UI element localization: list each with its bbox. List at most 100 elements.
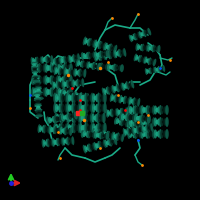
Ellipse shape (160, 68, 163, 70)
Ellipse shape (58, 67, 60, 75)
Ellipse shape (135, 34, 138, 39)
Ellipse shape (134, 129, 137, 139)
Ellipse shape (130, 81, 133, 88)
Ellipse shape (72, 91, 76, 99)
Ellipse shape (99, 141, 102, 149)
Ellipse shape (39, 125, 42, 132)
Ellipse shape (85, 93, 89, 101)
Ellipse shape (121, 51, 124, 54)
Ellipse shape (83, 145, 86, 154)
Ellipse shape (40, 56, 43, 64)
Ellipse shape (103, 92, 107, 104)
Ellipse shape (153, 45, 156, 52)
Ellipse shape (131, 98, 134, 105)
Ellipse shape (57, 116, 61, 120)
Ellipse shape (90, 93, 94, 103)
Ellipse shape (33, 77, 39, 80)
Ellipse shape (139, 55, 142, 63)
Ellipse shape (66, 137, 69, 146)
Ellipse shape (101, 114, 104, 122)
Ellipse shape (129, 130, 132, 138)
Ellipse shape (111, 94, 114, 101)
Ellipse shape (138, 123, 142, 131)
Ellipse shape (119, 95, 122, 104)
Ellipse shape (54, 65, 58, 71)
Ellipse shape (101, 130, 104, 138)
Ellipse shape (37, 112, 40, 115)
Ellipse shape (31, 62, 38, 64)
Ellipse shape (88, 114, 92, 122)
Ellipse shape (129, 123, 132, 127)
Ellipse shape (55, 140, 57, 145)
Ellipse shape (155, 47, 158, 50)
Ellipse shape (89, 94, 92, 102)
Ellipse shape (51, 63, 55, 73)
Ellipse shape (144, 119, 147, 125)
Ellipse shape (41, 66, 45, 70)
Ellipse shape (119, 136, 122, 139)
Ellipse shape (104, 133, 108, 139)
Ellipse shape (162, 108, 165, 112)
Ellipse shape (76, 54, 79, 61)
Ellipse shape (121, 97, 123, 102)
Ellipse shape (74, 115, 78, 121)
Ellipse shape (58, 76, 61, 84)
Ellipse shape (122, 97, 125, 102)
Ellipse shape (110, 88, 112, 92)
Ellipse shape (144, 57, 147, 64)
Ellipse shape (147, 58, 150, 63)
Ellipse shape (159, 105, 162, 115)
Ellipse shape (43, 76, 46, 84)
Ellipse shape (143, 56, 146, 63)
Ellipse shape (105, 53, 108, 58)
Ellipse shape (99, 41, 102, 49)
Ellipse shape (84, 113, 87, 123)
Ellipse shape (162, 120, 165, 124)
Ellipse shape (77, 103, 81, 113)
Ellipse shape (36, 113, 42, 116)
Ellipse shape (60, 127, 63, 135)
Ellipse shape (94, 126, 97, 130)
Ellipse shape (56, 81, 58, 89)
Ellipse shape (69, 75, 73, 85)
Ellipse shape (140, 105, 144, 115)
Ellipse shape (44, 142, 47, 145)
Ellipse shape (127, 113, 130, 122)
Ellipse shape (164, 130, 167, 138)
Ellipse shape (49, 87, 53, 97)
Ellipse shape (77, 123, 81, 133)
Ellipse shape (98, 141, 101, 149)
Ellipse shape (52, 60, 55, 64)
Ellipse shape (97, 129, 100, 138)
Ellipse shape (81, 105, 84, 111)
Ellipse shape (32, 76, 40, 79)
Ellipse shape (124, 109, 127, 115)
Ellipse shape (46, 77, 50, 83)
Ellipse shape (111, 65, 115, 70)
Ellipse shape (152, 69, 154, 72)
Ellipse shape (61, 69, 64, 73)
Ellipse shape (70, 115, 73, 121)
Ellipse shape (92, 39, 96, 47)
Ellipse shape (84, 93, 87, 103)
Ellipse shape (33, 73, 37, 75)
Ellipse shape (66, 103, 70, 113)
Ellipse shape (132, 114, 136, 122)
Ellipse shape (146, 44, 149, 52)
Ellipse shape (143, 45, 146, 50)
Ellipse shape (137, 132, 141, 136)
Ellipse shape (86, 40, 89, 43)
Ellipse shape (69, 125, 73, 131)
Ellipse shape (93, 63, 96, 70)
Ellipse shape (129, 106, 132, 114)
Ellipse shape (97, 103, 100, 113)
Ellipse shape (146, 124, 148, 133)
Ellipse shape (85, 113, 89, 123)
Ellipse shape (56, 58, 59, 65)
Ellipse shape (33, 79, 38, 81)
Ellipse shape (91, 133, 94, 137)
Ellipse shape (165, 129, 169, 139)
Ellipse shape (48, 65, 51, 71)
Ellipse shape (113, 50, 116, 59)
Ellipse shape (54, 115, 58, 123)
